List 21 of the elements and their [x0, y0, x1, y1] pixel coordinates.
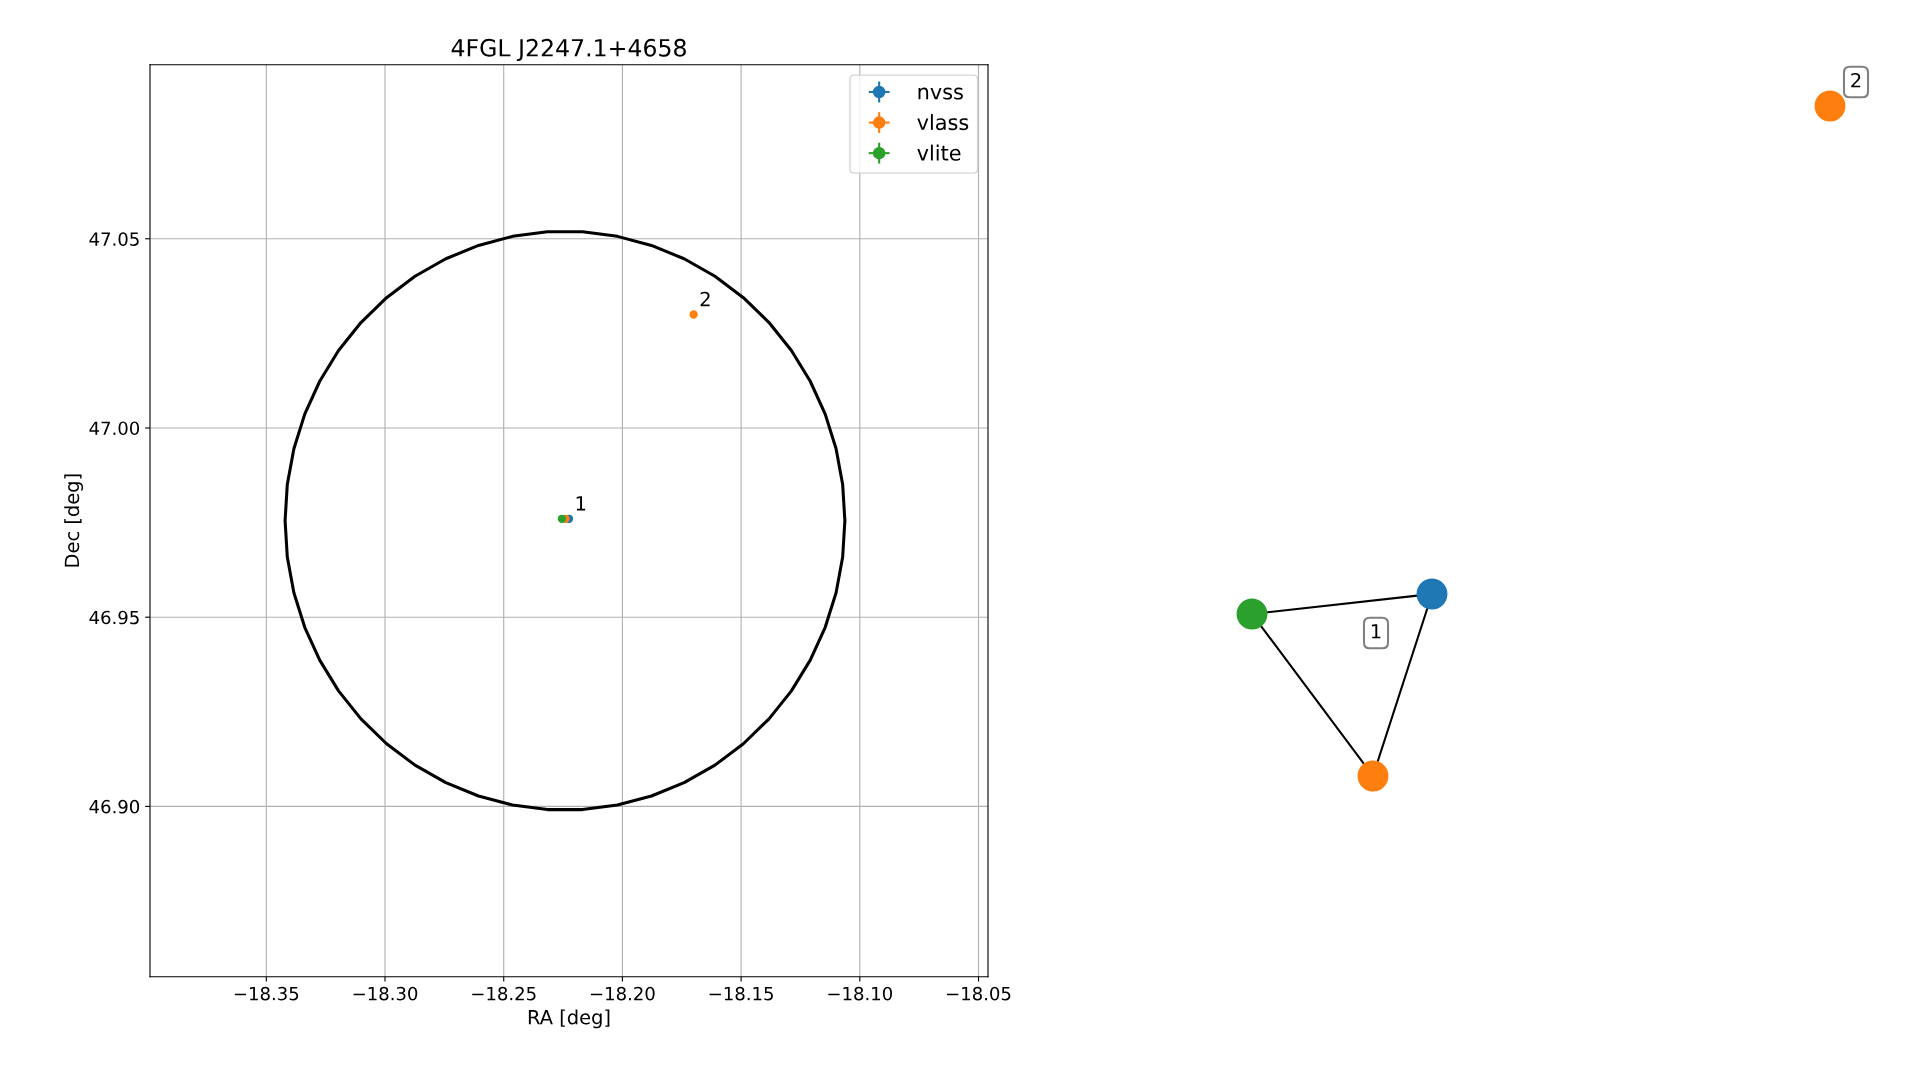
x-tick-label: −18.15: [709, 986, 773, 1001]
y-tick-label: 47.05: [89, 232, 139, 246]
y-tick-label: 47.00: [89, 421, 140, 436]
y-tick-label: 46.95: [89, 610, 139, 625]
text: 2: [1851, 72, 1861, 88]
y-tick-label: 46.90: [89, 799, 140, 814]
x-tick-label: −18.20: [590, 986, 655, 1001]
x-tick-label: −18.35: [234, 986, 299, 1001]
chart-title: 4FGL J2247.1+4658: [451, 38, 686, 62]
legend-label: vlite: [917, 144, 961, 161]
x-tick-label: −18.05: [947, 986, 1011, 1001]
x-tick-label: −18.25: [472, 986, 536, 1001]
x-axis-title: RA [deg]: [528, 1009, 610, 1029]
annotation: 2: [700, 291, 710, 307]
legend-label: vlass: [917, 114, 969, 131]
text: 1: [1371, 624, 1381, 639]
y-axis-title: Dec [deg]: [64, 474, 84, 567]
annotation: 1: [576, 496, 586, 511]
x-tick-label: −18.10: [828, 986, 893, 1001]
legend-label: nvss: [918, 87, 963, 100]
x-tick-label: −18.30: [353, 986, 418, 1001]
